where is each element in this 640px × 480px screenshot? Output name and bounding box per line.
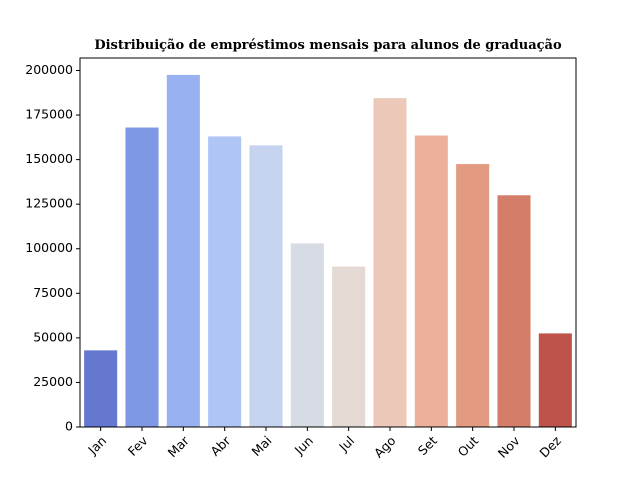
bar-set bbox=[414, 135, 448, 428]
x-tick-label: Jul bbox=[335, 433, 357, 455]
y-tick-label: 175000 bbox=[25, 107, 73, 122]
y-tick-label: 50000 bbox=[33, 329, 73, 344]
y-tick-label: 100000 bbox=[25, 240, 73, 255]
chart-title: Distribuição de empréstimos mensais para… bbox=[94, 38, 562, 53]
plot-frame bbox=[79, 57, 577, 428]
y-tick-label: 0 bbox=[65, 419, 73, 434]
y-tick-label: 200000 bbox=[25, 62, 73, 77]
x-tick-label: Set bbox=[415, 433, 440, 458]
bar-out bbox=[456, 164, 490, 427]
x-tick-label: Abr bbox=[207, 432, 234, 459]
x-tick-label: Jan bbox=[84, 433, 109, 458]
y-tick-label: 75000 bbox=[33, 285, 73, 300]
bar-jul bbox=[332, 266, 366, 427]
x-axis: Jan Fev Mar Abr Mai Jun Jul Ago Set Out Nov Dez bbox=[84, 427, 564, 461]
x-tick-label: Mar bbox=[165, 432, 193, 460]
x-tick-label: Jun bbox=[291, 433, 316, 458]
bar-mai bbox=[249, 145, 283, 427]
x-tick-label: Nov bbox=[495, 433, 523, 461]
x-tick-label: Mai bbox=[248, 433, 274, 459]
bar-jun bbox=[290, 243, 324, 427]
y-tick-label: 25000 bbox=[33, 374, 73, 389]
bar-nov bbox=[497, 195, 531, 427]
x-tick-label: Fev bbox=[125, 433, 151, 459]
x-tick-label: Ago bbox=[371, 433, 399, 461]
bar-ago bbox=[373, 98, 407, 428]
bar-jan bbox=[84, 350, 118, 427]
y-axis: 0 25000 50000 75000 100000 125000 150000 175000… bbox=[25, 62, 80, 434]
bar-mar bbox=[166, 74, 200, 428]
bar-dez bbox=[538, 333, 572, 427]
x-tick-label: Out bbox=[455, 433, 482, 460]
y-tick-label: 125000 bbox=[25, 196, 73, 211]
bar-fev bbox=[125, 127, 159, 428]
bar-abr bbox=[208, 136, 242, 427]
y-tick-label: 150000 bbox=[25, 151, 73, 166]
x-tick-label: Dez bbox=[536, 433, 564, 461]
bars-layer bbox=[84, 74, 572, 428]
